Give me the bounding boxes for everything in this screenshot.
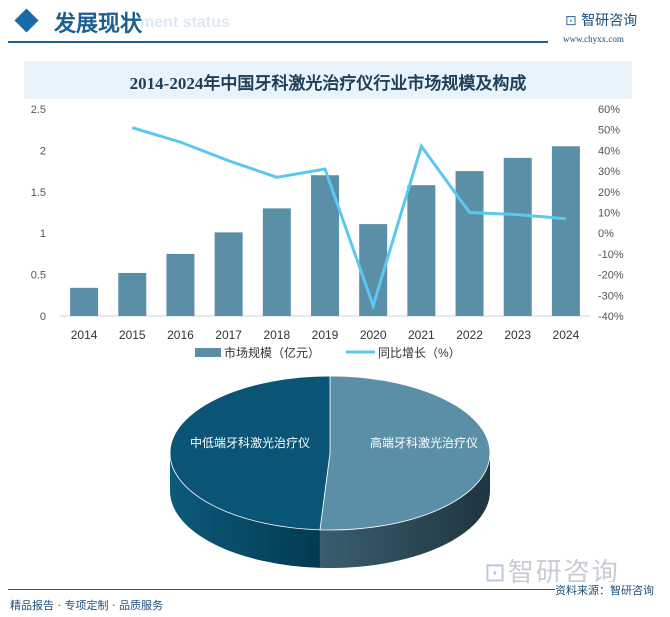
- bar-2015: [118, 272, 147, 316]
- pie-side-low: [170, 453, 320, 568]
- y-right-tick: 40%: [598, 145, 620, 157]
- y-right-tick: 50%: [598, 125, 620, 137]
- logo-text: 智研咨询: [581, 13, 638, 29]
- pie-slice-low: [169, 375, 331, 531]
- header-subtitle: ment status: [140, 14, 230, 31]
- bar-2022: [455, 171, 484, 316]
- y-right-tick: 0%: [598, 228, 614, 240]
- legend-bar-label: 市场规模（亿元）: [224, 345, 320, 360]
- x-tick: 2014: [71, 328, 98, 342]
- pie-label-low: 中低端牙科激光治疗仪: [190, 435, 310, 450]
- brand-logo: ⊡ 智研咨询: [565, 13, 638, 29]
- header-title: 发展现状: [54, 12, 143, 37]
- header-divider: [8, 41, 548, 43]
- y-right-tick: 60%: [598, 104, 620, 116]
- bar-2016: [166, 253, 195, 316]
- chart-title: 2014-2024年中国牙科激光治疗仪行业市场规模及构成: [129, 74, 527, 93]
- x-tick: 2022: [456, 328, 483, 342]
- combo-chart: 0 0.5 1 1.5 2 2.5 -40% -30% -20% -10% 0% 10% 20% 30% 4…: [31, 104, 624, 360]
- x-tick: 2019: [312, 328, 339, 342]
- footer-slogan: 精品报告 · 专项定制 · 品质服务: [10, 599, 163, 612]
- legend-line-label: 同比增长（%）: [378, 346, 461, 360]
- y-left-tick: 0.5: [31, 270, 46, 282]
- y-right-tick: 30%: [598, 166, 620, 178]
- y-left-tick: 1: [40, 228, 46, 240]
- x-tick: 2023: [504, 328, 531, 342]
- bar-2023: [503, 157, 532, 316]
- x-tick: 2017: [215, 328, 242, 342]
- pie-side-high: [319, 453, 491, 568]
- source-note: 资料来源：智研咨询: [555, 582, 654, 598]
- bar-2021: [407, 185, 436, 316]
- bar-2017: [214, 232, 243, 316]
- bar-2014: [70, 287, 99, 316]
- y-left-tick: 2: [40, 145, 46, 157]
- footer-divider: [8, 589, 648, 590]
- y-left-tick: 1.5: [31, 187, 46, 199]
- x-tick: 2021: [408, 328, 435, 342]
- growth-line: [131, 126, 567, 311]
- legend-bar-swatch: [195, 348, 221, 357]
- x-tick: 2016: [167, 328, 194, 342]
- x-tick: 2015: [119, 328, 146, 342]
- logo-url: www.chyxx.com: [563, 34, 624, 44]
- x-tick: 2018: [263, 328, 290, 342]
- y-right-tick: -40%: [598, 311, 624, 323]
- y-right-tick: -20%: [598, 270, 624, 282]
- x-tick: 2024: [553, 328, 580, 342]
- chart-title-box: 2014-2024年中国牙科激光治疗仪行业市场规模及构成: [24, 61, 632, 99]
- y-right-tick: 10%: [598, 208, 620, 220]
- bar-2024: [551, 146, 580, 316]
- y-left-tick: 0: [40, 311, 46, 323]
- y-right-tick: 20%: [598, 187, 620, 199]
- y-right-tick: -30%: [598, 290, 624, 302]
- y-right-tick: -10%: [598, 249, 624, 261]
- pie-label-high: 高端牙科激光治疗仪: [370, 435, 478, 450]
- bar-2018: [262, 208, 291, 316]
- y-left-tick: 2.5: [31, 104, 46, 116]
- x-tick: 2020: [360, 328, 387, 342]
- pie-slice-high: [319, 375, 491, 531]
